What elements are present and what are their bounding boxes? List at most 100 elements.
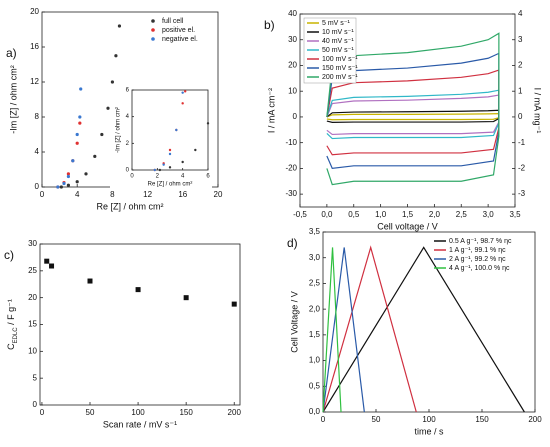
y-tick-label: 4 — [126, 114, 130, 120]
marker — [66, 174, 70, 179]
y-tick-label: 0,0 — [309, 407, 321, 416]
legend-label: full cell — [162, 18, 184, 25]
marker — [168, 152, 172, 156]
x-tick-label: 0,0 — [321, 210, 333, 219]
series-line — [322, 247, 342, 413]
x-tick-label: 200 — [528, 415, 542, 424]
marker — [183, 295, 189, 301]
y-tick-label: 20 — [28, 293, 37, 302]
plot-frame — [39, 243, 241, 406]
y-tick-label: -20 — [285, 164, 297, 173]
x-axis-label: Re [Z] / ohm cm² — [148, 182, 193, 188]
x-tick-label: 3,0 — [483, 210, 495, 219]
y-axis-label: -Im [Z] / ohm cm² — [116, 107, 122, 153]
y-tick-label: 10 — [288, 86, 297, 95]
marker — [168, 148, 172, 152]
marker — [175, 128, 178, 132]
x-tick-label: 150 — [179, 408, 193, 417]
marker — [106, 106, 110, 110]
y-axis-label-part: C — [6, 343, 16, 350]
y-tick-label: 8 — [35, 112, 40, 121]
marker — [181, 102, 184, 105]
x-tick-label: 0 — [130, 174, 134, 180]
y-tick-label: 20 — [288, 61, 297, 70]
y-axis-label: CEDLC / F g⁻¹ — [6, 299, 18, 350]
x-tick-label: 50 — [372, 415, 381, 424]
x-tick-label: 12 — [143, 190, 152, 199]
y2-tick-label: 4 — [518, 9, 523, 18]
series-line — [322, 245, 417, 413]
y-tick-label: 0,5 — [309, 381, 321, 390]
y-tick-label: 25 — [28, 266, 37, 275]
panel-label: b) — [264, 18, 275, 32]
series-line — [326, 112, 500, 121]
y-tick-label: 2,0 — [309, 304, 321, 313]
legend-label: negative el. — [162, 36, 198, 43]
x-tick-label: 0 — [40, 408, 45, 417]
marker — [194, 148, 197, 152]
legend-label: 100 mV s⁻¹ — [322, 56, 358, 63]
y-tick-label: 0 — [126, 168, 130, 174]
y-tick-label: 6 — [126, 88, 130, 94]
marker — [158, 168, 162, 172]
panel-label: c) — [4, 248, 14, 262]
y-tick-label: 15 — [28, 320, 37, 329]
marker — [184, 90, 187, 93]
y2-tick-label: 1 — [518, 86, 523, 95]
marker — [66, 183, 70, 187]
y-tick-label: 5 — [33, 373, 38, 382]
x-axis-label: Cell voltage / V — [377, 221, 438, 231]
series-line — [322, 246, 525, 413]
marker — [75, 141, 79, 145]
x-tick-label: 4 — [75, 190, 80, 199]
x-tick-label: 16 — [178, 190, 187, 199]
y-axis-label-part: EDLC — [13, 327, 19, 344]
x-tick-label: -0,5 — [293, 210, 307, 219]
x-tick-label: 0,5 — [348, 210, 360, 219]
legend-swatch — [151, 37, 155, 41]
y-tick-label: 12 — [30, 77, 39, 86]
legend-label: 10 mV s⁻¹ — [322, 29, 354, 36]
marker — [181, 91, 184, 94]
x-tick-label: 2,0 — [429, 210, 441, 219]
marker — [162, 163, 165, 166]
inset-background — [110, 88, 212, 190]
x-tick-label: 50 — [86, 408, 95, 417]
series-line — [322, 247, 365, 413]
y-axis-label: Cell Voltage / V — [289, 291, 299, 353]
x-tick-label: 3,5 — [509, 210, 521, 219]
x-tick-label: 4 — [181, 174, 185, 180]
y2-tick-label: -2 — [518, 164, 526, 173]
plot-frame — [131, 89, 209, 171]
marker — [135, 287, 141, 293]
legend-label: 4 A g⁻¹, 100.0 % ηc — [449, 265, 510, 272]
x-tick-label: 0 — [321, 415, 326, 424]
marker — [78, 121, 82, 125]
y-tick-label: 4 — [35, 147, 40, 156]
panel-label: a) — [6, 46, 17, 60]
legend-label: 1 A g⁻¹, 99.1 % ηc — [449, 247, 506, 254]
legend-label: 0.5 A g⁻¹, 98.7 % ηc — [449, 238, 512, 245]
legend-swatch — [151, 28, 155, 32]
y-axis-label-part: / F g⁻¹ — [6, 299, 16, 327]
marker — [181, 160, 184, 164]
y-tick-label: 0 — [33, 400, 38, 409]
x-tick-label: 2 — [156, 174, 160, 180]
x-tick-label: 1,5 — [402, 210, 414, 219]
marker — [87, 278, 93, 284]
y-tick-label: 1,5 — [309, 330, 321, 339]
marker — [75, 180, 79, 184]
y-tick-label: -10 — [285, 138, 297, 147]
marker — [114, 54, 118, 58]
marker — [49, 263, 55, 269]
legend-label: 200 mV s⁻¹ — [322, 74, 358, 81]
x-tick-label: 0 — [40, 190, 45, 199]
series-line — [326, 109, 500, 123]
x-tick-label: 100 — [131, 408, 145, 417]
x-axis-label: time / s — [414, 426, 444, 436]
x-axis-label: Scan rate / mV s⁻¹ — [103, 419, 177, 429]
marker — [78, 115, 82, 119]
y-tick-label: 40 — [288, 9, 297, 18]
marker — [44, 258, 50, 264]
